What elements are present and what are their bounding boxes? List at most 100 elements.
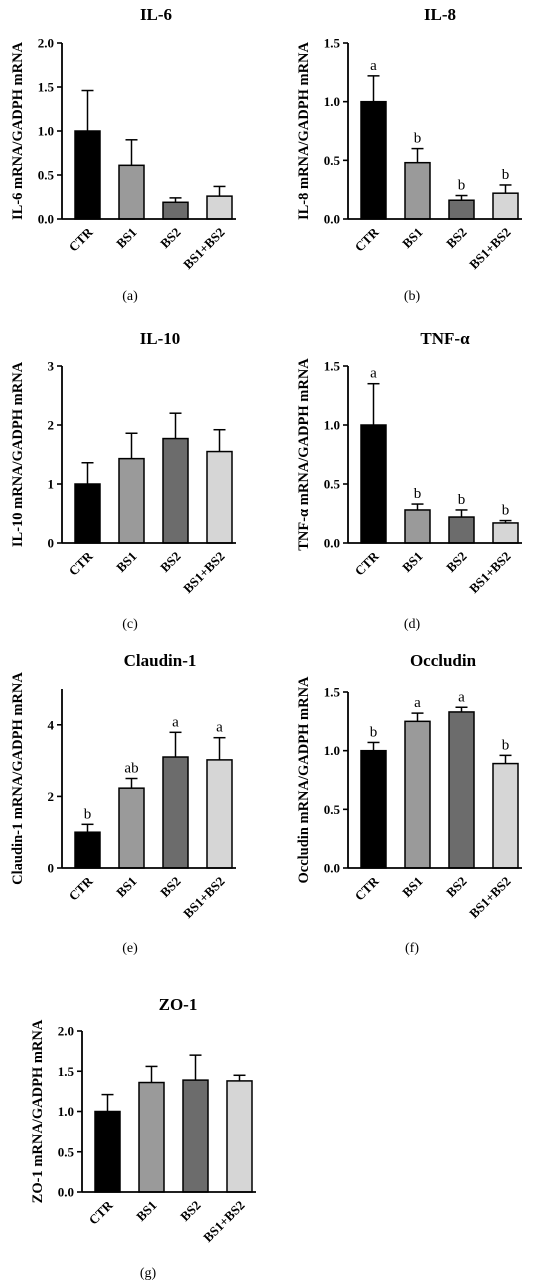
y-tick-label: 3 [48,359,55,374]
y-tick-label: 1.5 [58,1064,75,1079]
y-tick-label: 1.5 [324,685,341,700]
bar-bs2 [448,711,475,869]
bar-bs1 [404,509,431,544]
y-axis-label: Claudin-1 mRNA/GADPH mRNA [10,672,26,885]
y-tick-label: 0.5 [58,1144,75,1159]
bar-ctr [74,130,101,220]
chart-panel-7: ZO-1 ZO-1 mRNA/GADPH mRNA 0.0 0.5 1.0 1.5 2.0 C… [30,995,256,1281]
bar-bs1-bs2 [492,522,519,544]
significance-letter: b [414,131,422,147]
category-label: BS2 [177,1198,203,1224]
category-label: BS1+BS2 [466,874,514,922]
y-tick-label: 0.0 [58,1185,74,1200]
bar-ctr [74,831,101,869]
category-label: BS2 [443,225,469,251]
y-tick-label: 1.5 [38,80,55,95]
bar-bs2 [448,199,475,220]
significance-letter: b [502,167,510,183]
category-label: BS1 [399,549,425,575]
chart-title: Claudin-1 [124,651,197,670]
significance-letter: b [502,737,510,753]
bar-bs1 [404,720,431,869]
panel-caption: (a) [122,289,138,304]
significance-letter: b [458,178,466,194]
bar-bs1 [118,164,145,220]
y-tick-label: 0.5 [38,168,55,183]
category-label: BS1 [113,874,139,900]
y-axis-label: IL-10 mRNA/GADPH mRNA [10,361,26,547]
significance-letter: a [370,366,377,382]
significance-letter: b [458,492,466,508]
y-tick-label: 0 [48,861,55,876]
chart-panel-3: IL-10 IL-10 mRNA/GADPH mRNA 0 1 2 3 CTR BS1 BS2B… [10,329,236,632]
significance-letter: a [370,58,377,74]
chart-panel-1: IL-6 IL-6 mRNA/GADPH mRNA 0.0 0.5 1.0 1.5 2.0 C… [10,5,236,304]
y-tick-label: 0.5 [324,477,341,492]
category-label: CTR [352,873,382,903]
category-label: CTR [352,224,382,254]
chart-title: IL-10 [140,329,181,348]
significance-letter: ab [124,761,138,777]
y-tick-label: 0.0 [324,861,340,876]
panel-caption: (c) [122,617,138,632]
y-tick-label: 1.0 [324,418,340,433]
category-label: BS1+BS2 [466,225,514,273]
panel-caption: (f) [405,941,419,956]
chart-panel-2: IL-8 IL-8 mRNA/GADPH mRNA 0.0 0.5 1.0 1.5 a CTR… [296,5,522,304]
category-label: BS1 [113,225,139,251]
bar-bs1-bs2 [206,195,233,220]
bar-bs1 [404,161,431,220]
category-label: BS1+BS2 [180,874,228,922]
bar-bs2 [162,756,189,869]
bar-bs1 [138,1081,165,1193]
significance-letter: a [172,714,179,730]
chart-title: Occludin [410,651,477,670]
y-tick-label: 0.0 [324,536,340,551]
y-tick-label: 0.5 [324,802,341,817]
category-label: BS1 [133,1198,159,1224]
bar-bs1-bs2 [206,450,233,544]
chart-title: IL-8 [424,5,456,24]
y-axis-label: ZO-1 mRNA/GADPH mRNA [30,1019,46,1203]
category-label: BS2 [157,225,183,251]
bar-bs2 [448,516,475,544]
significance-letter: a [458,689,465,705]
y-tick-label: 0.0 [324,212,340,227]
y-tick-label: 1.0 [324,94,340,109]
y-axis-label: IL-6 mRNA/GADPH mRNA [10,41,26,220]
bar-bs2 [182,1079,209,1193]
category-label: CTR [66,873,96,903]
bar-bs1-bs2 [492,762,519,869]
y-tick-label: 2.0 [58,1024,74,1039]
bar-bs1 [118,787,145,869]
y-axis-label: Occludin mRNA/GADPH mRNA [296,676,312,884]
y-axis-label: TNF-α mRNA/GADPH mRNA [296,358,312,551]
category-label: CTR [66,224,96,254]
panel-caption: (d) [404,617,421,632]
category-label: BS2 [443,549,469,575]
bar-ctr [74,483,101,544]
panel-caption: (b) [404,289,421,304]
chart-panel-5: Claudin-1 Claudin-1 mRNA/GADPH mRNA 0 2 4 b CT… [10,651,236,956]
bar-bs2 [162,437,189,544]
y-tick-label: 2 [48,418,55,433]
significance-letter: b [414,486,422,502]
chart-title: TNF-α [420,329,470,348]
chart-panel-6: Occludin Occludin mRNA/GADPH mRNA 0.0 0.5 1.… [296,651,522,956]
category-label: CTR [352,548,382,578]
category-label: BS1+BS2 [180,225,228,273]
chart-panel-4: TNF-α TNF-α mRNA/GADPH mRNA 0.0 0.5 1.0 1.5 a C… [296,329,522,632]
y-tick-label: 1.0 [324,743,340,758]
y-tick-label: 1.0 [38,124,54,139]
bar-bs1-bs2 [206,759,233,869]
category-label: BS1+BS2 [466,549,514,597]
chart-title: ZO-1 [159,995,198,1014]
bar-bs1-bs2 [492,192,519,220]
significance-letter: a [414,695,421,711]
y-tick-label: 2.0 [38,36,54,51]
significance-letter: b [84,806,92,822]
panel-caption: (e) [122,941,138,956]
y-tick-label: 2 [48,789,55,804]
significance-letter: b [502,503,510,519]
